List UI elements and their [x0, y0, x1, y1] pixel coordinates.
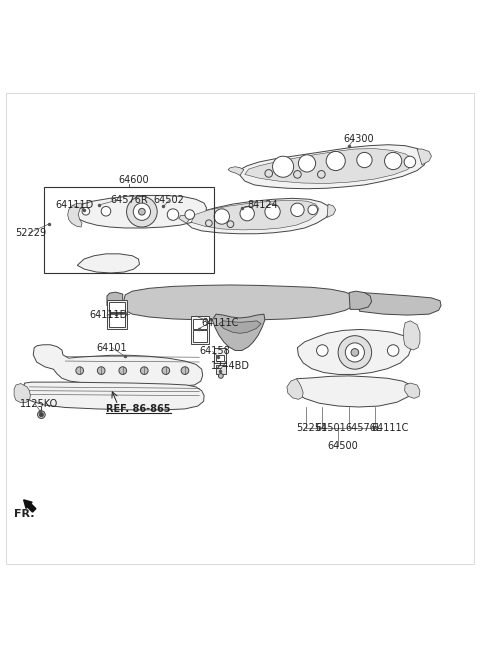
Bar: [214, 348, 226, 363]
Circle shape: [37, 411, 45, 419]
Text: 64111C: 64111C: [372, 423, 409, 433]
Text: 64300: 64300: [343, 135, 373, 145]
Circle shape: [384, 152, 402, 170]
Polygon shape: [417, 149, 432, 165]
Bar: [191, 316, 209, 344]
Bar: [193, 330, 207, 342]
Circle shape: [227, 221, 234, 227]
Bar: [109, 313, 125, 327]
Polygon shape: [186, 198, 330, 234]
Bar: [216, 355, 224, 361]
Text: REF. 86-865: REF. 86-865: [106, 404, 170, 414]
Circle shape: [240, 206, 254, 221]
Text: 52229: 52229: [15, 228, 46, 238]
FancyArrow shape: [24, 500, 36, 512]
Polygon shape: [298, 329, 411, 374]
Circle shape: [291, 203, 304, 217]
Circle shape: [101, 206, 111, 216]
Polygon shape: [191, 200, 319, 230]
Polygon shape: [72, 195, 206, 228]
Polygon shape: [240, 145, 427, 189]
Circle shape: [127, 196, 157, 227]
Circle shape: [97, 367, 105, 374]
Circle shape: [357, 152, 372, 168]
Circle shape: [265, 204, 280, 219]
Polygon shape: [107, 292, 123, 308]
Circle shape: [162, 367, 169, 374]
Text: 1244BD: 1244BD: [211, 361, 250, 371]
Circle shape: [141, 367, 148, 374]
Text: 64500: 64500: [327, 441, 358, 451]
Polygon shape: [355, 292, 441, 315]
Circle shape: [167, 209, 179, 220]
Polygon shape: [404, 321, 420, 350]
Text: 64111D: 64111D: [89, 310, 128, 320]
Text: 52251: 52251: [297, 423, 328, 433]
Polygon shape: [33, 345, 203, 386]
Circle shape: [218, 373, 223, 378]
Text: 64158: 64158: [199, 346, 230, 357]
Text: 64576L: 64576L: [345, 423, 382, 433]
Circle shape: [214, 209, 229, 224]
Circle shape: [205, 220, 212, 227]
Polygon shape: [219, 321, 261, 333]
Text: FR.: FR.: [14, 509, 35, 519]
Text: 84124: 84124: [247, 200, 278, 210]
Circle shape: [181, 367, 189, 374]
Circle shape: [294, 171, 301, 178]
Polygon shape: [23, 382, 204, 410]
Circle shape: [265, 170, 273, 177]
Text: 64502: 64502: [154, 195, 185, 205]
Text: 64101: 64101: [96, 343, 127, 353]
Circle shape: [119, 367, 127, 374]
Circle shape: [133, 203, 151, 220]
Circle shape: [185, 210, 194, 219]
Bar: [109, 302, 125, 312]
Circle shape: [318, 171, 325, 178]
Polygon shape: [68, 203, 82, 227]
Text: 64501: 64501: [316, 423, 347, 433]
Text: 1125KO: 1125KO: [20, 399, 58, 409]
Circle shape: [351, 349, 359, 356]
Polygon shape: [14, 384, 30, 403]
Polygon shape: [349, 291, 372, 309]
Circle shape: [338, 336, 372, 369]
Polygon shape: [77, 254, 140, 273]
Text: 64111D: 64111D: [56, 200, 94, 210]
Polygon shape: [123, 285, 357, 321]
Polygon shape: [212, 314, 265, 351]
Circle shape: [345, 343, 364, 362]
Circle shape: [39, 413, 43, 417]
Polygon shape: [295, 376, 412, 407]
Circle shape: [308, 205, 318, 215]
Polygon shape: [245, 148, 413, 183]
Circle shape: [404, 156, 416, 168]
Text: 64576R: 64576R: [111, 195, 148, 205]
Circle shape: [387, 345, 399, 356]
Polygon shape: [405, 383, 420, 398]
Polygon shape: [228, 167, 244, 175]
Bar: [216, 365, 226, 374]
Polygon shape: [287, 378, 303, 399]
Bar: [107, 300, 127, 328]
Bar: [193, 319, 207, 329]
Circle shape: [82, 208, 90, 215]
Text: 64111C: 64111C: [202, 318, 239, 328]
Circle shape: [317, 345, 328, 356]
Circle shape: [76, 367, 84, 374]
Circle shape: [299, 155, 316, 172]
Polygon shape: [327, 204, 336, 217]
Circle shape: [326, 151, 345, 171]
Text: 64600: 64600: [118, 175, 149, 185]
Circle shape: [273, 156, 294, 177]
Circle shape: [139, 208, 145, 215]
Bar: [44, 187, 214, 273]
Polygon shape: [179, 215, 190, 223]
